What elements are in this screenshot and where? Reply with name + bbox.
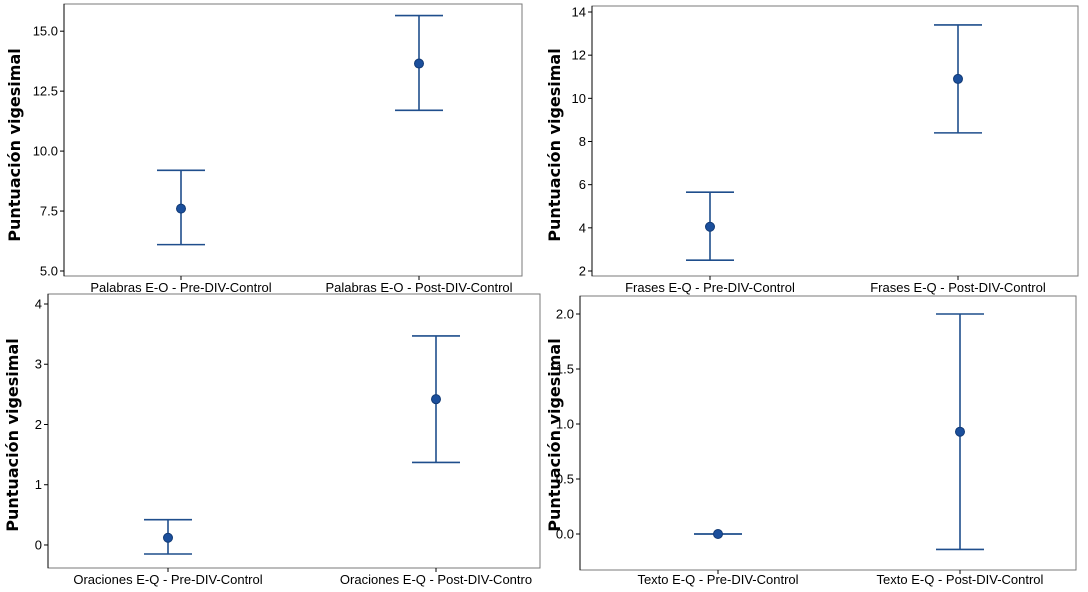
mean-point bbox=[955, 426, 965, 437]
x-category-label: Oraciones E-Q - Post-DIV-Contro bbox=[340, 572, 532, 587]
y-tick-label: 3 bbox=[35, 357, 42, 372]
y-tick-label: 0 bbox=[35, 537, 42, 552]
y-tick-label: 1.0 bbox=[556, 417, 574, 432]
y-tick-label: 7.5 bbox=[40, 204, 58, 219]
y-tick-label: 12 bbox=[572, 48, 586, 63]
x-category-label: Palabras E-O - Post-DIV-Control bbox=[325, 280, 512, 295]
y-tick-label: 6 bbox=[579, 177, 586, 192]
x-category-label: Texto E-Q - Pre-DIV-Control bbox=[637, 572, 798, 587]
chart-panel-3: 0 1 2 3 4 Oraciones E-Q - Pre-DIV-Control Orac… bbox=[3, 293, 541, 587]
chart-panel-2: 2 4 6 8 10 12 14 Frases E-Q - Pre-DIV-Control Fr… bbox=[545, 5, 1079, 295]
x-category-label: Texto E-Q - Post-DIV-Control bbox=[877, 572, 1044, 587]
y-tick-label: 2 bbox=[579, 264, 586, 279]
y-tick-label: 4 bbox=[579, 220, 586, 235]
chart-panel-1: 5.0 7.5 10.0 12.5 15.0 Palabras E-O - Pre-DIV… bbox=[5, 3, 523, 295]
y-tick-label: 2 bbox=[35, 417, 42, 432]
y-tick-label: 12.5 bbox=[33, 84, 58, 99]
y-tick-label: 1.5 bbox=[556, 362, 574, 377]
y-tick-label: 0.0 bbox=[556, 527, 574, 542]
y-axis-title: Puntuación vigesimal bbox=[3, 338, 22, 531]
y-tick-label: 1 bbox=[35, 477, 42, 492]
panel-frame bbox=[591, 5, 1079, 277]
mean-point bbox=[953, 73, 963, 84]
mean-point bbox=[431, 394, 441, 405]
y-tick-label: 2.0 bbox=[556, 307, 574, 322]
y-tick-label: 8 bbox=[579, 134, 586, 149]
mean-point bbox=[414, 58, 424, 69]
y-tick-label: 0.5 bbox=[556, 472, 574, 487]
y-tick-label: 4 bbox=[35, 297, 42, 312]
y-tick-label: 10.0 bbox=[33, 144, 58, 159]
y-axis-title: Puntuación vigesimal bbox=[545, 338, 564, 531]
mean-point bbox=[176, 203, 186, 214]
mean-point bbox=[713, 529, 723, 539]
y-axis-title: Puntuación vigesimal bbox=[545, 48, 564, 241]
x-category-label: Frases E-Q - Pre-DIV-Control bbox=[625, 280, 795, 295]
y-tick-label: 10 bbox=[572, 91, 586, 106]
y-tick-label: 14 bbox=[572, 5, 586, 20]
y-tick-label: 5.0 bbox=[40, 264, 58, 279]
x-category-label: Oraciones E-Q - Pre-DIV-Control bbox=[73, 572, 262, 587]
y-axis-title: Puntuación vigesimal bbox=[5, 48, 24, 241]
panel-frame bbox=[47, 293, 541, 569]
x-category-label: Palabras E-O - Pre-DIV-Control bbox=[90, 280, 271, 295]
y-tick-label: 15.0 bbox=[33, 24, 58, 39]
mean-point bbox=[163, 532, 173, 543]
mean-point bbox=[705, 221, 715, 232]
panel-frame bbox=[579, 295, 1077, 571]
chart-panel-4: 0.0 0.5 1.0 1.5 2.0 Texto E-Q - Pre-DIV-Contr… bbox=[545, 295, 1077, 587]
x-category-label: Frases E-Q - Post-DIV-Control bbox=[870, 280, 1046, 295]
panel-frame bbox=[63, 3, 523, 277]
